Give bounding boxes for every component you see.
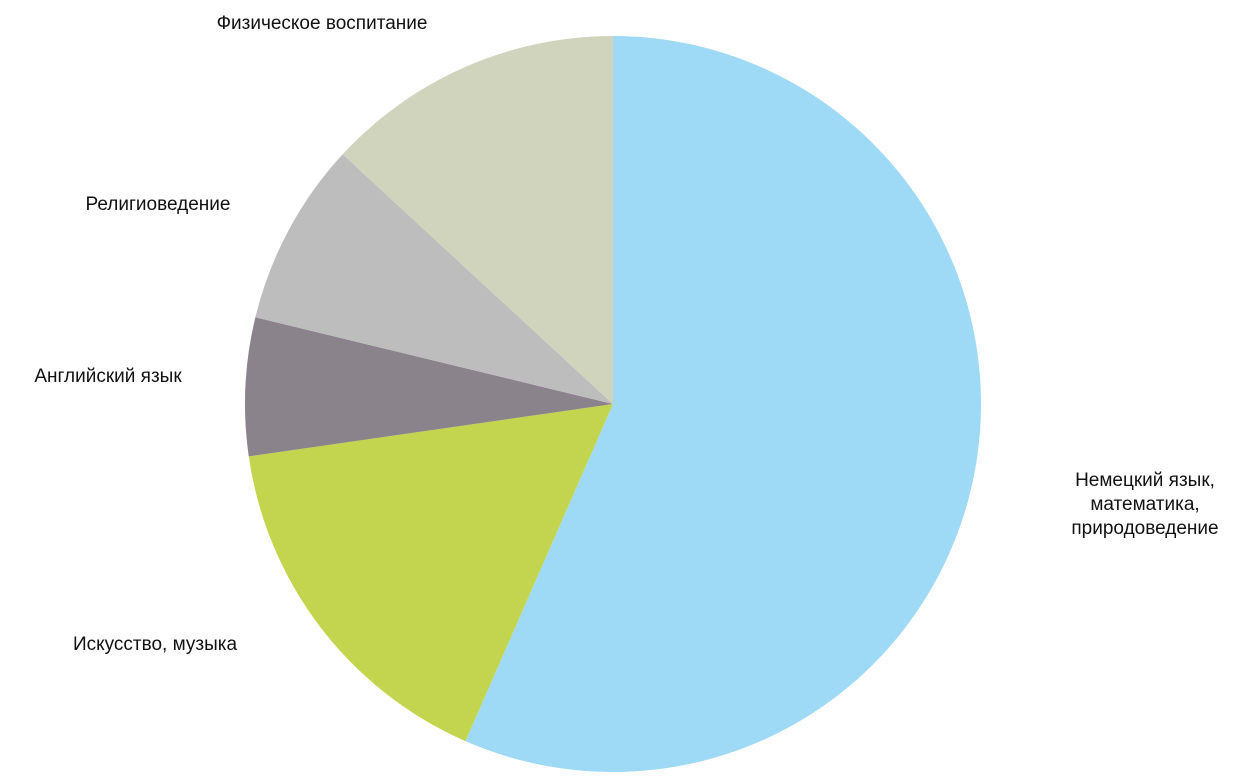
slice-label-5: Физическое воспитание	[217, 13, 428, 34]
slice-label-4: Религиоведение	[86, 194, 231, 215]
pie-slice-1	[465, 36, 981, 772]
slice-label-line: Немецкий язык,	[1075, 470, 1215, 491]
slice-label-3: Английский язык	[34, 366, 182, 387]
pie-slices	[245, 36, 981, 772]
slice-label-2: Искусство, музыка	[73, 634, 238, 655]
slice-label-line: Физическое воспитание	[217, 13, 428, 34]
pie-labels: Немецкий язык, математика, природоведение И…	[34, 13, 1218, 655]
pie-slice-5	[342, 36, 613, 404]
pie-slice-4	[255, 154, 613, 404]
slice-label-line: природоведение	[1071, 518, 1218, 539]
slice-label-line: Искусство, музыка	[73, 634, 238, 655]
slice-label-line: Английский язык	[34, 366, 182, 387]
slice-label-1: Немецкий язык, математика, природоведение	[1071, 470, 1218, 539]
slice-label-line: математика,	[1090, 494, 1199, 515]
pie-slice-2	[248, 404, 613, 742]
slice-label-line: Религиоведение	[86, 194, 231, 215]
pie-slice-3	[245, 317, 614, 457]
